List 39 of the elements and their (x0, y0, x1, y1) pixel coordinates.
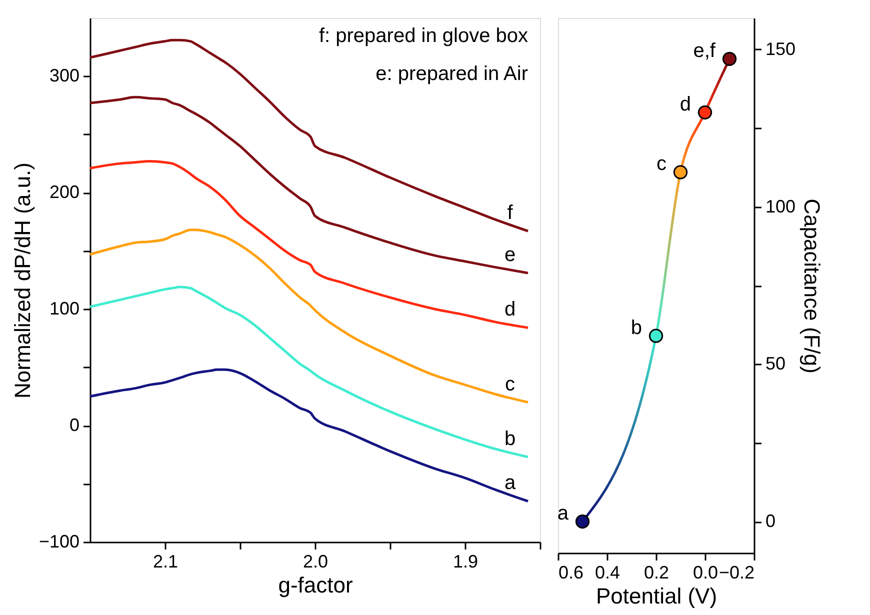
data-label: c (656, 153, 666, 176)
x-tick-label: 2.0 (302, 552, 328, 572)
y-tick-label: −100 (38, 532, 80, 552)
y-tick-label: 300 (49, 66, 80, 86)
x-tick-label: 0.2 (644, 562, 670, 582)
series-label: c (505, 373, 515, 396)
x-axis-title: Potential (V) (596, 584, 718, 608)
line-series (90, 368, 530, 502)
y2-tick-label: 150 (766, 38, 796, 59)
data-label: e,f (693, 40, 716, 62)
data-label: b (630, 316, 642, 339)
x-tick-label: 0.6 (558, 562, 584, 582)
line-series (90, 160, 530, 329)
series-label: b (504, 428, 516, 450)
y2-tick-label: 100 (766, 196, 796, 216)
y-axis-title: Normalized dP/dH (a.u.) (10, 162, 35, 398)
x-tick-label: 1.9 (452, 552, 478, 572)
y2-tick-label: 0 (766, 511, 776, 532)
x-tick-label: 0.0 (692, 562, 718, 582)
x-tick-label: 2.1 (152, 552, 178, 572)
data-label: d (680, 93, 691, 116)
x-tick-label: −0.2 (718, 562, 754, 582)
y-tick-label: 100 (49, 298, 80, 319)
x-axis-title: g-factor (278, 572, 353, 598)
line-series (90, 96, 530, 274)
y-tick-label: 0 (69, 415, 80, 436)
y-tick-label: 200 (49, 182, 80, 202)
annotation: f: prepared in glove box (318, 25, 528, 47)
series-label: a (504, 472, 516, 494)
series-label: e (504, 244, 516, 266)
series-label: d (504, 298, 516, 321)
x-tick-label: 0.4 (594, 562, 620, 582)
line-series (90, 286, 530, 458)
annotation: e: prepared in Air (376, 63, 528, 85)
line-series (90, 228, 530, 404)
data-label: a (557, 502, 570, 525)
series-label: f (507, 202, 514, 224)
y2-tick-label: 50 (766, 354, 786, 374)
y2-axis-title: Capacitance (F/g) (800, 198, 825, 374)
